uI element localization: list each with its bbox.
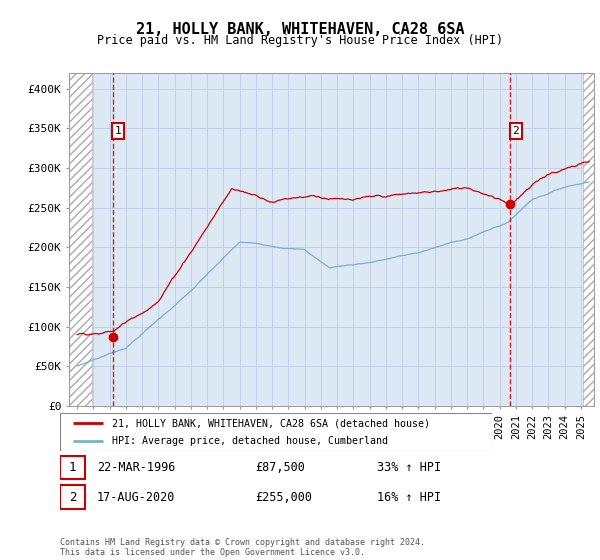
Text: 16% ↑ HPI: 16% ↑ HPI [377, 491, 441, 503]
Text: 21, HOLLY BANK, WHITEHAVEN, CA28 6SA (detached house): 21, HOLLY BANK, WHITEHAVEN, CA28 6SA (de… [112, 418, 430, 428]
Text: 1: 1 [115, 126, 121, 136]
Text: 2: 2 [512, 126, 519, 136]
Text: 21, HOLLY BANK, WHITEHAVEN, CA28 6SA: 21, HOLLY BANK, WHITEHAVEN, CA28 6SA [136, 22, 464, 38]
Text: 22-MAR-1996: 22-MAR-1996 [97, 461, 175, 474]
Text: 33% ↑ HPI: 33% ↑ HPI [377, 461, 441, 474]
Text: HPI: Average price, detached house, Cumberland: HPI: Average price, detached house, Cumb… [112, 436, 388, 446]
Text: 17-AUG-2020: 17-AUG-2020 [97, 491, 175, 503]
Text: 1: 1 [69, 461, 76, 474]
FancyBboxPatch shape [60, 413, 492, 451]
FancyBboxPatch shape [60, 486, 85, 509]
FancyBboxPatch shape [60, 456, 85, 479]
Text: £87,500: £87,500 [256, 461, 305, 474]
Text: Price paid vs. HM Land Registry's House Price Index (HPI): Price paid vs. HM Land Registry's House … [97, 34, 503, 46]
Text: 2: 2 [69, 491, 76, 503]
Text: Contains HM Land Registry data © Crown copyright and database right 2024.
This d: Contains HM Land Registry data © Crown c… [60, 538, 425, 557]
Text: £255,000: £255,000 [256, 491, 313, 503]
